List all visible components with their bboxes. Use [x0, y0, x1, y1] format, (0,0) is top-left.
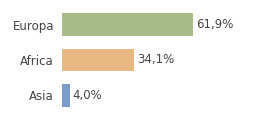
Bar	[62, 49, 134, 71]
Bar	[62, 84, 70, 107]
Text: 34,1%: 34,1%	[137, 54, 174, 66]
Text: 61,9%: 61,9%	[196, 18, 233, 31]
Bar	[62, 13, 193, 36]
Text: 4,0%: 4,0%	[73, 89, 102, 102]
